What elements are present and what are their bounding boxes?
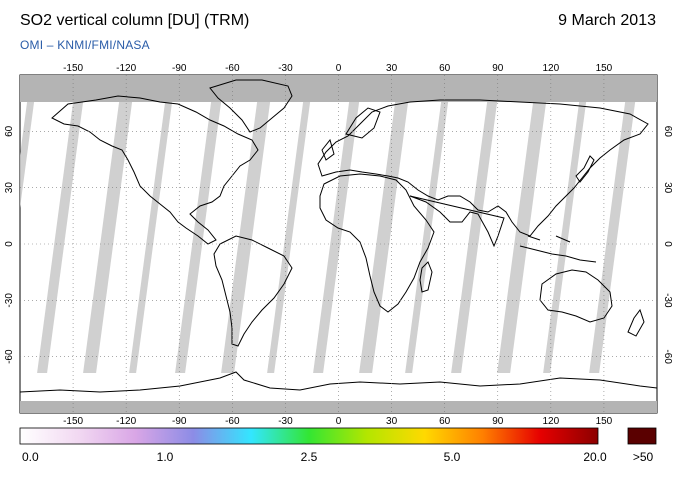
lat-label: -30 [662, 293, 673, 308]
map-date: 9 March 2013 [558, 12, 656, 29]
orbit-gap-swath [129, 102, 173, 373]
colorbar [19, 427, 599, 445]
orbit-gap-swath [313, 102, 360, 373]
lat-label: -30 [4, 293, 15, 308]
orbit-gap-swath [589, 102, 636, 373]
lat-label: 60 [4, 125, 15, 137]
colorbar-label-1: 1.0 [156, 450, 174, 464]
coast-australia [539, 269, 613, 323]
lon-label: -150 [63, 63, 83, 74]
colorbar-label-0: 0.0 [22, 450, 39, 464]
colorbar-label-3: 5.0 [443, 450, 461, 464]
lon-label: 0 [336, 416, 342, 427]
lon-label: -60 [225, 416, 240, 427]
lat-label: 60 [662, 126, 673, 138]
graticule [20, 75, 657, 413]
lon-label: -60 [225, 63, 240, 74]
orbit-gap-swath [359, 102, 409, 373]
coast-scandinavia [345, 107, 381, 139]
lat-label: -60 [662, 349, 673, 364]
right-lat-labels: 60 30 0 -30 -60 [662, 126, 673, 365]
orbit-gap-swath [405, 102, 449, 373]
lon-label: 60 [439, 63, 451, 74]
lon-label: 90 [492, 63, 504, 74]
colorbar-overflow-label: >50 [632, 450, 654, 464]
lon-label: 150 [596, 416, 613, 427]
lon-label: -120 [116, 63, 136, 74]
coast-madagascar [419, 261, 433, 293]
orbit-gap-swath [20, 102, 35, 208]
lon-label: 60 [439, 416, 451, 427]
coast-north-america [51, 95, 259, 245]
coast-japan [575, 155, 595, 183]
coast-africa [319, 173, 435, 313]
lon-label: 90 [492, 416, 504, 427]
orbit-gap-swath [37, 102, 84, 373]
lon-label: 150 [596, 63, 613, 74]
lat-label: 30 [4, 182, 15, 194]
colorbar-label-4: 20.0 [583, 450, 607, 464]
lat-label: 30 [662, 182, 673, 194]
lat-label: -60 [4, 349, 15, 364]
coast-uk [321, 138, 335, 161]
lon-label: -150 [63, 416, 83, 427]
lon-label: 30 [386, 63, 398, 74]
orbit-gap-swath [451, 102, 498, 373]
lon-label: 30 [386, 416, 398, 427]
lon-label: -90 [172, 416, 187, 427]
coast-new-zealand [627, 308, 645, 337]
colorbar-overflow-swatch [627, 427, 657, 445]
orbit-gap-swath [83, 102, 133, 373]
map-title: SO2 vertical column [DU] (TRM) [20, 12, 250, 29]
coast-south-asia [409, 195, 505, 248]
lon-label: -90 [172, 63, 187, 74]
coastlines [20, 79, 657, 393]
coast-eurasia [317, 99, 649, 237]
lon-label: 120 [542, 416, 559, 427]
colorbar-label-2: 2.5 [300, 450, 318, 464]
orbit-gap-swath [267, 102, 311, 373]
coast-indonesia [519, 235, 597, 263]
orbit-gap-swath [543, 102, 587, 373]
lon-label: 0 [336, 63, 342, 74]
lon-label: 120 [542, 63, 559, 74]
bottom-lon-labels: -150 -120 -90 -60 -30 0 30 60 90 120 150 [63, 416, 613, 427]
orbit-gap-swath [221, 102, 271, 373]
coast-greenland [209, 79, 293, 133]
coast-antarctica [20, 371, 657, 393]
lon-label: -120 [116, 416, 136, 427]
orbit-gap-swath [497, 102, 547, 373]
coast-south-america [213, 235, 293, 347]
left-lat-labels: 60 30 0 -30 -60 [4, 125, 15, 364]
data-credit: OMI – KNMI/FMI/NASA [20, 38, 150, 52]
orbit-gap-swaths [20, 102, 636, 373]
lat-label: 0 [4, 241, 15, 247]
lon-label: -30 [278, 63, 293, 74]
lat-label: 0 [662, 241, 673, 247]
map-content [20, 75, 657, 413]
orbit-gap-swath [175, 102, 222, 373]
top-lon-labels: -150 -120 -90 -60 -30 0 30 60 90 120 150 [63, 63, 613, 74]
lon-label: -30 [278, 416, 293, 427]
